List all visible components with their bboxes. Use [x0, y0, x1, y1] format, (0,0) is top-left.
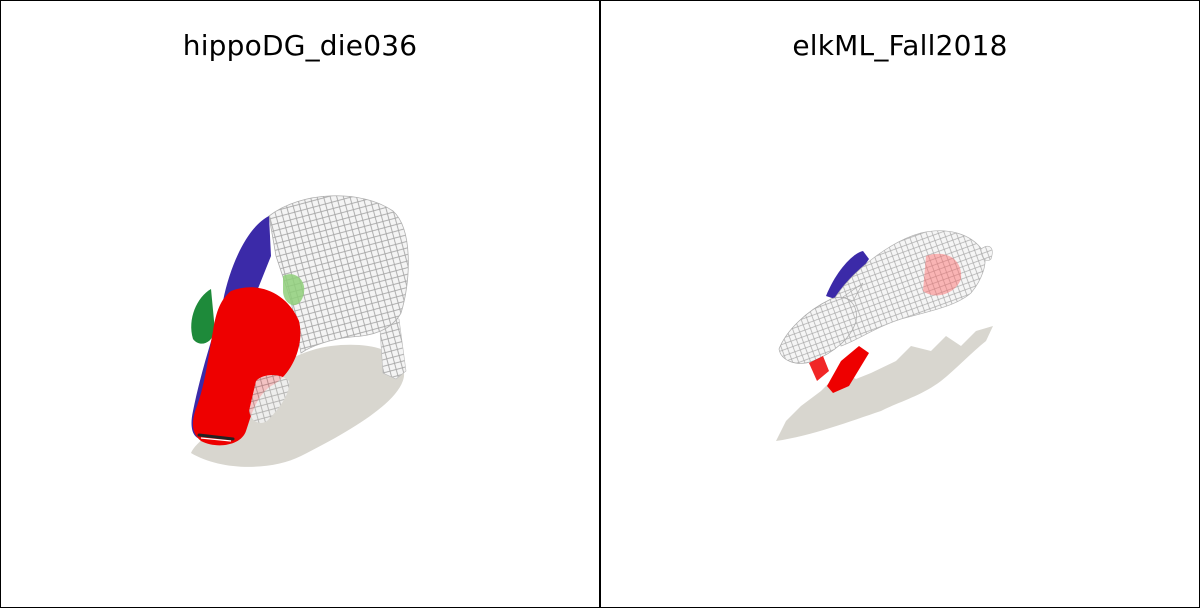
hippo-3d-render [191, 195, 409, 467]
hippo-ear [191, 289, 215, 344]
hippo-body-mesh [268, 195, 409, 354]
elk-red-leg [827, 346, 869, 393]
elk-tail [980, 246, 993, 261]
hippo-snout-mesh [249, 375, 290, 423]
elk-body-mesh [832, 230, 986, 347]
hippo-shadow [191, 344, 405, 467]
elk-head-mesh [778, 297, 857, 364]
hippo-panel: hippoDG_die036 [1, 1, 599, 607]
elk-panel: elkML_Fall2018 [599, 1, 1199, 607]
elk-front-leg [809, 356, 829, 381]
elk-shadow [776, 326, 993, 441]
elk-red-tint [923, 253, 962, 296]
hippo-lightgreen-patch [283, 274, 305, 306]
elk-panel-title: elkML_Fall2018 [792, 29, 1008, 62]
elk-blue-region [826, 251, 869, 301]
hippo-panel-title: hippoDG_die036 [182, 29, 418, 62]
hippo-red-region [192, 287, 301, 446]
elk-3d-render [776, 230, 993, 441]
hippo-mouth [197, 433, 235, 441]
elk-ear [842, 282, 864, 302]
